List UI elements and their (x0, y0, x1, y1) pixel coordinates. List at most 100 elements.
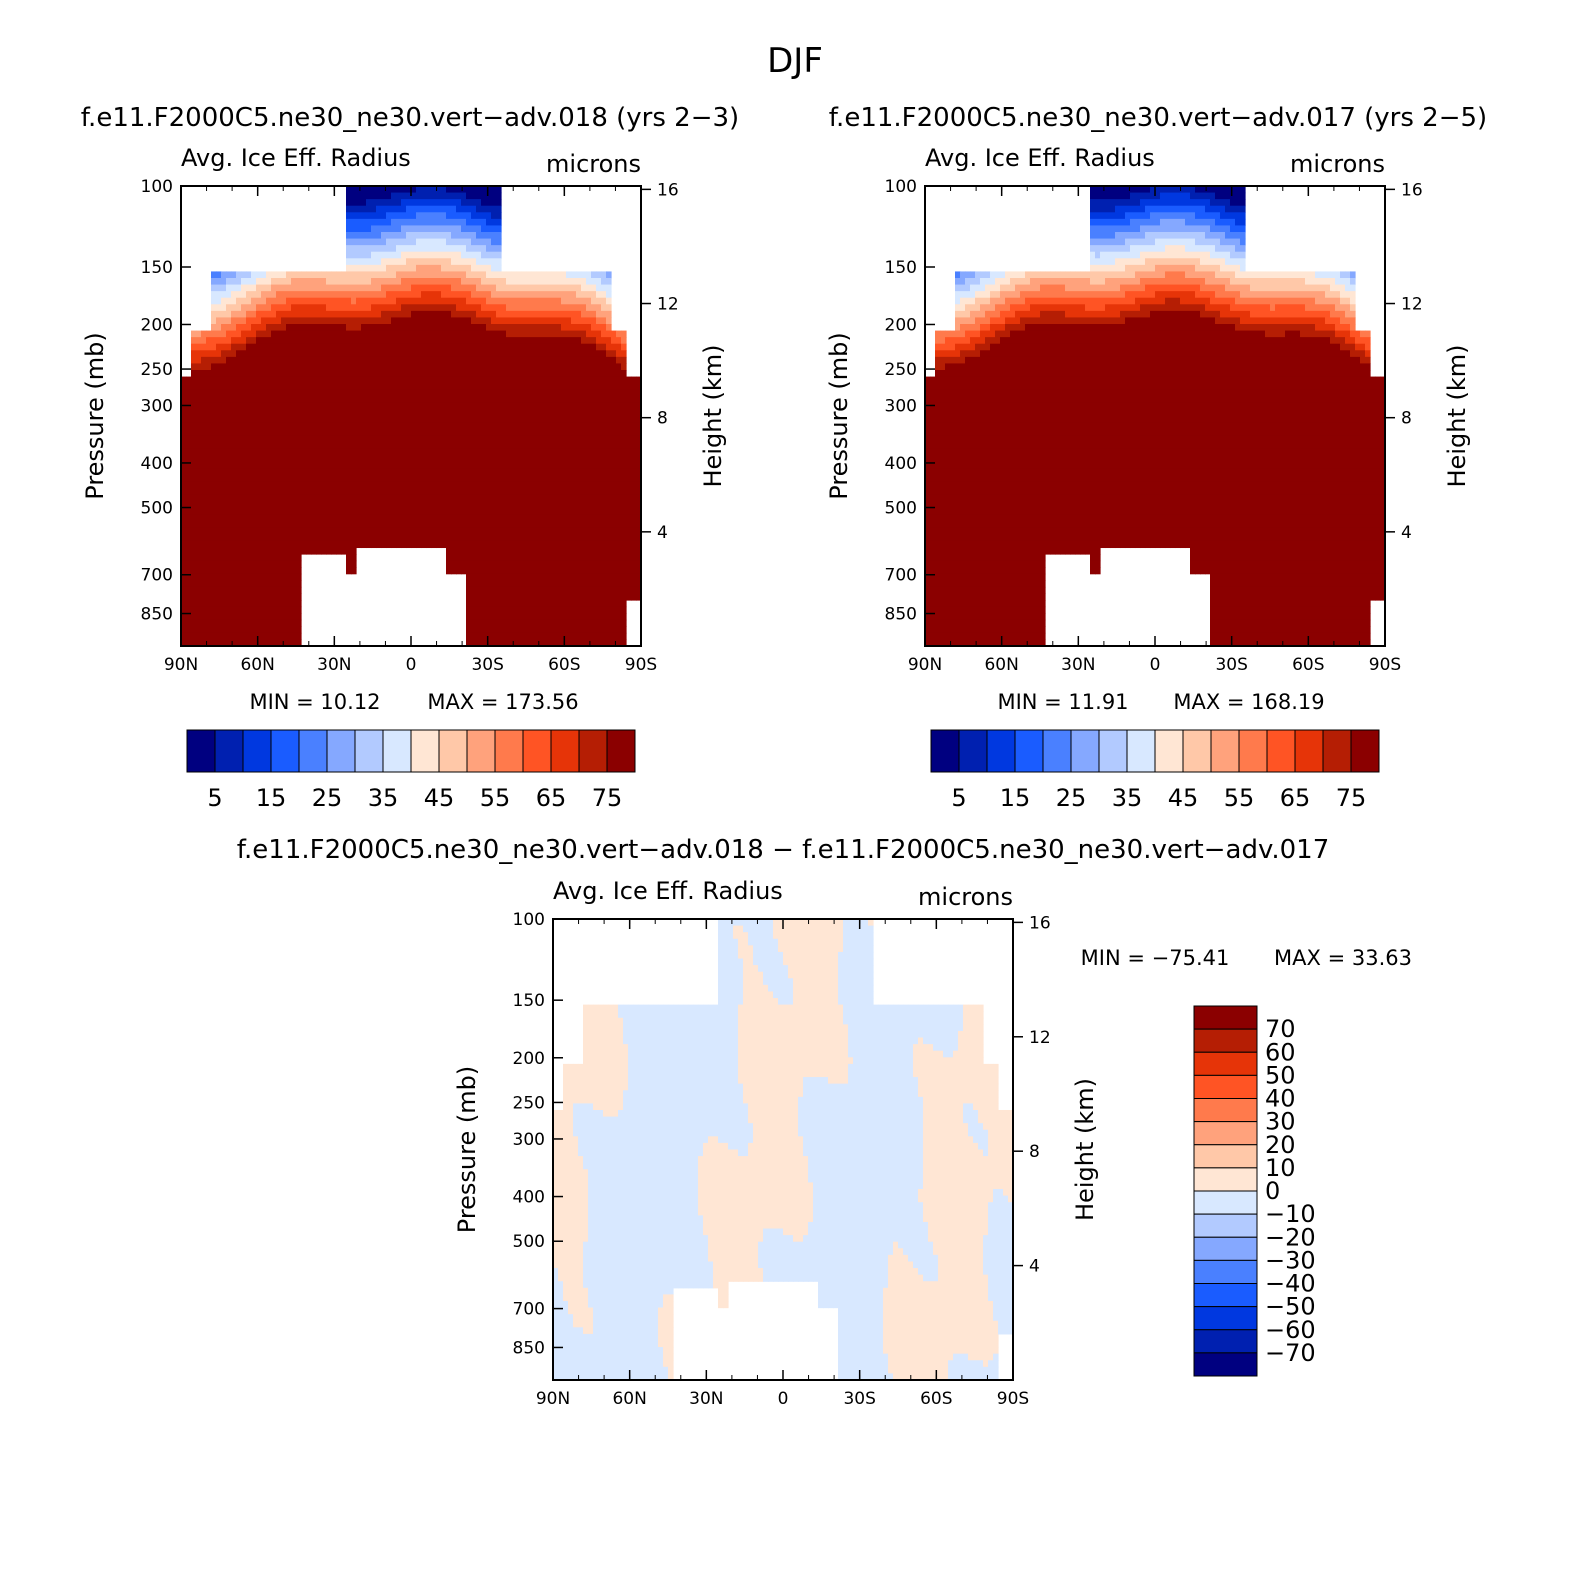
field-cell (486, 547, 492, 555)
field-cell (461, 547, 467, 555)
field-cell (386, 508, 392, 516)
field-cell (466, 238, 472, 246)
field-cell (221, 337, 227, 345)
field-cell (481, 573, 487, 581)
field-cell (381, 383, 387, 391)
field-cell (491, 619, 497, 627)
field-cell (251, 547, 257, 555)
field-cell (441, 317, 447, 325)
field-cell (461, 429, 467, 437)
field-cell (311, 534, 317, 542)
field-cell (321, 547, 327, 555)
field-cell (496, 383, 502, 391)
field-cell (451, 284, 457, 292)
field-cell (231, 534, 237, 542)
field-cell (486, 232, 492, 240)
field-cell (386, 402, 392, 411)
field-cell (441, 363, 447, 371)
field-cell (526, 560, 532, 568)
field-cell (206, 547, 212, 555)
field-cell (421, 389, 427, 397)
field-cell (401, 330, 407, 338)
field-cell (401, 429, 407, 437)
field-cell (311, 310, 317, 319)
field-cell (616, 363, 622, 371)
field-cell (346, 402, 352, 411)
field-cell (561, 389, 567, 397)
field-cell (621, 468, 627, 476)
field-cell (431, 508, 437, 516)
field-cell (226, 330, 232, 338)
field-cell (536, 402, 542, 411)
field-cell (546, 554, 552, 562)
field-cell (256, 619, 262, 627)
field-cell (366, 225, 372, 233)
field-cell (381, 304, 387, 312)
field-cell (201, 494, 207, 503)
field-cell (266, 508, 272, 516)
field-cell (511, 376, 517, 384)
field-cell (336, 271, 342, 279)
field-cell (526, 619, 532, 627)
field-cell (486, 514, 492, 522)
field-cell (296, 639, 302, 647)
field-cell (576, 442, 582, 450)
field-cell (191, 560, 197, 568)
field-cell (256, 632, 262, 641)
field-cell (476, 278, 482, 286)
field-cell (431, 534, 437, 542)
field-cell (376, 284, 382, 292)
field-cell (366, 481, 372, 489)
field-cell (366, 448, 372, 457)
field-cell (471, 212, 477, 220)
field-cell (186, 501, 192, 509)
field-cell (276, 534, 282, 542)
field-cell (571, 376, 577, 384)
field-cell (406, 376, 412, 384)
field-cell (466, 586, 472, 595)
field-cell (561, 481, 567, 489)
field-cell (311, 402, 317, 411)
field-cell (446, 494, 452, 503)
field-cell (326, 310, 332, 319)
field-cell (531, 514, 537, 522)
field-cell (591, 455, 597, 463)
field-cell (631, 396, 637, 404)
field-cell (556, 567, 562, 575)
field-cell (431, 416, 437, 424)
field-cell (551, 291, 557, 299)
field-cell (436, 534, 442, 542)
field-cell (511, 521, 517, 529)
field-cell (521, 639, 527, 647)
field-cell (626, 376, 632, 384)
field-cell (281, 573, 287, 581)
field-cell (226, 376, 232, 384)
field-cell (421, 468, 427, 476)
field-cell (601, 567, 607, 575)
field-cell (566, 488, 572, 496)
field-cell (241, 416, 247, 424)
field-cell (586, 435, 592, 443)
field-cell (591, 389, 597, 397)
field-cell (451, 310, 457, 319)
field-cell (351, 232, 357, 240)
field-cell (291, 613, 297, 621)
field-cell (221, 310, 227, 319)
field-cell (481, 376, 487, 384)
field-cell (336, 501, 342, 509)
field-cell (461, 409, 467, 417)
field-cell (481, 284, 487, 292)
field-cell (331, 501, 337, 509)
field-cell (471, 455, 477, 463)
field-cell (486, 639, 492, 647)
field-cell (421, 218, 427, 227)
field-cell (501, 448, 507, 457)
field-cell (491, 192, 497, 200)
field-cell (516, 376, 522, 384)
field-cell (556, 455, 562, 463)
field-cell (196, 350, 202, 358)
field-cell (341, 376, 347, 384)
field-cell (416, 429, 422, 437)
field-cell (261, 370, 267, 378)
field-cell (481, 337, 487, 345)
